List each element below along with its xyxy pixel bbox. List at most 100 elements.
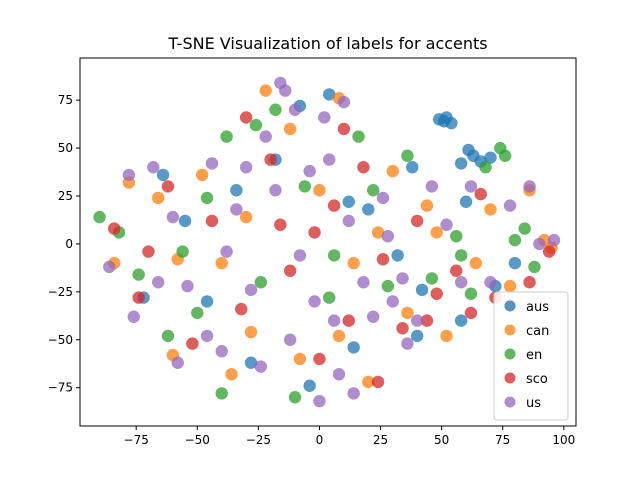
x-tick-label: 0 (316, 433, 324, 447)
us-point (171, 356, 184, 369)
en-point (327, 249, 341, 262)
sco-legend-label: sco (526, 372, 548, 387)
en-point (401, 149, 414, 162)
can-point (244, 325, 258, 339)
us-point (230, 203, 243, 216)
can-point (239, 210, 253, 224)
can-point (225, 368, 238, 381)
us-point (288, 103, 302, 116)
aus-point (508, 256, 522, 270)
us-point (410, 314, 424, 327)
en-point (528, 260, 541, 274)
can-point (259, 84, 272, 97)
can-point (371, 226, 385, 239)
us-point (303, 164, 316, 178)
can-point (293, 352, 307, 366)
en-point (298, 180, 311, 193)
en-point (254, 276, 268, 289)
us-point (323, 153, 336, 166)
us-point (269, 184, 282, 197)
can-point (215, 256, 228, 270)
en-point (132, 268, 145, 281)
us-point (396, 272, 409, 285)
en-point (450, 230, 463, 243)
aus-point (303, 379, 316, 392)
aus-point (462, 143, 475, 157)
sco-point (396, 322, 409, 335)
us-point (533, 237, 546, 251)
sco-point (239, 111, 253, 124)
us-legend-label: us (526, 396, 541, 411)
en-point (288, 391, 302, 404)
can-point (283, 122, 297, 136)
aus-point (230, 184, 243, 197)
us-point (381, 230, 395, 243)
aus-point (342, 195, 355, 208)
us-point (454, 276, 468, 289)
x-tick-label: 25 (373, 433, 388, 447)
aus-point (244, 356, 258, 369)
en-point (498, 149, 512, 162)
us-legend-marker (504, 396, 516, 408)
can-point (347, 256, 360, 270)
y-axis: −75 −50 −25 0 25 50 75 (48, 93, 80, 395)
legend-box (493, 291, 569, 421)
en-point (367, 184, 380, 197)
us-point (464, 180, 478, 193)
us-point (259, 130, 272, 143)
sco-point (464, 306, 478, 320)
sco-point (274, 218, 287, 231)
legend: aus can en sco us (493, 291, 569, 421)
sco-point (342, 314, 355, 327)
y-tick-label: 25 (58, 189, 73, 203)
sco-point (283, 264, 297, 277)
en-legend-label: en (526, 348, 542, 363)
sco-point (371, 375, 385, 389)
can-point (401, 306, 414, 320)
en-legend-marker (504, 348, 516, 360)
sco-point (132, 291, 145, 304)
en-point (176, 245, 189, 258)
x-tick-label: −50 (185, 433, 210, 447)
us-point (151, 276, 165, 289)
aus-point (200, 295, 214, 308)
sco-point (313, 352, 326, 366)
us-point (440, 218, 453, 231)
us-point (293, 249, 307, 262)
us-point (367, 310, 380, 323)
sco-point (410, 214, 424, 228)
aus-legend-marker (504, 300, 516, 312)
us-point (205, 157, 219, 170)
us-point (547, 233, 561, 247)
x-tick-label: 50 (434, 433, 449, 447)
aus-point (432, 113, 446, 126)
sco-point (450, 264, 463, 277)
can-point (440, 329, 453, 343)
us-point (337, 95, 351, 109)
sco-point (420, 314, 434, 327)
sco-point (542, 245, 556, 258)
us-point (127, 310, 140, 323)
x-tick-label: 75 (495, 433, 510, 447)
us-point (279, 84, 292, 97)
y-tick-label: −75 (48, 381, 73, 395)
us-point (503, 199, 517, 212)
us-point (327, 314, 341, 327)
aus-point (454, 314, 468, 327)
aus-point (454, 157, 468, 170)
sco-point (357, 161, 370, 174)
us-point (239, 161, 253, 174)
chart-title: T-SNE Visualization of labels for accent… (167, 34, 487, 53)
us-point (220, 245, 233, 258)
can-point (420, 199, 434, 212)
en-point (220, 130, 233, 143)
aus-point (178, 214, 192, 228)
can-point (503, 279, 517, 293)
us-point (386, 295, 399, 308)
sco-point (142, 245, 155, 258)
plot-frame (79, 57, 577, 427)
en-point (323, 291, 336, 304)
aus-point (156, 168, 170, 182)
x-tick-label: −25 (246, 433, 271, 447)
y-tick-label: 75 (58, 93, 73, 107)
